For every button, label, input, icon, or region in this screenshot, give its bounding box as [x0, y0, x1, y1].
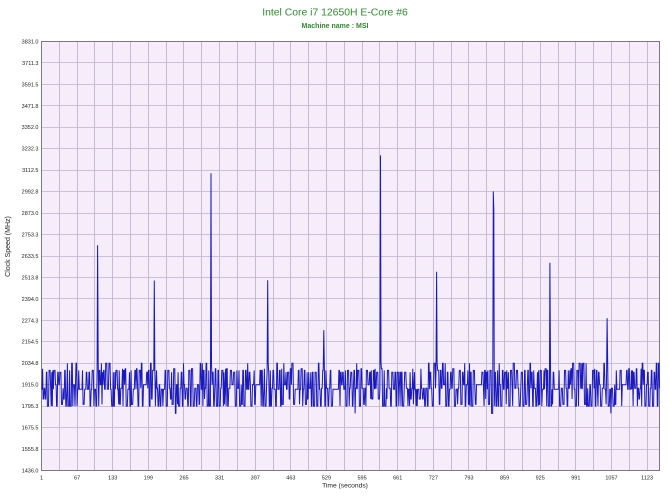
svg-text:1: 1: [40, 476, 43, 482]
svg-text:727: 727: [429, 476, 438, 482]
svg-text:2034.8: 2034.8: [22, 361, 39, 367]
svg-text:991: 991: [571, 476, 580, 482]
svg-text:133: 133: [108, 476, 117, 482]
svg-text:331: 331: [215, 476, 224, 482]
svg-text:1675.5: 1675.5: [22, 426, 39, 432]
svg-text:2753.3: 2753.3: [22, 232, 39, 238]
svg-text:1123: 1123: [641, 476, 653, 482]
svg-text:2873.0: 2873.0: [22, 211, 39, 217]
svg-text:3232.3: 3232.3: [22, 147, 39, 153]
svg-text:1555.8: 1555.8: [22, 447, 39, 453]
svg-text:1057: 1057: [605, 476, 617, 482]
svg-text:3591.5: 3591.5: [22, 82, 39, 88]
svg-text:Intel Core i7 12650H E-Core #6: Intel Core i7 12650H E-Core #6: [262, 8, 408, 19]
svg-text:67: 67: [74, 476, 80, 482]
svg-text:2992.8: 2992.8: [22, 190, 39, 196]
svg-text:3471.8: 3471.8: [22, 104, 39, 110]
svg-text:2633.5: 2633.5: [22, 254, 39, 260]
svg-text:661: 661: [393, 476, 402, 482]
svg-text:859: 859: [500, 476, 509, 482]
svg-text:595: 595: [358, 476, 367, 482]
svg-text:925: 925: [536, 476, 545, 482]
svg-text:793: 793: [464, 476, 473, 482]
svg-text:Machine name : MSI: Machine name : MSI: [302, 23, 369, 30]
svg-text:Time (seconds): Time (seconds): [322, 483, 368, 490]
svg-text:3831.0: 3831.0: [22, 39, 39, 45]
svg-text:1795.3: 1795.3: [22, 404, 39, 410]
svg-text:2394.0: 2394.0: [22, 297, 39, 303]
svg-text:2274.3: 2274.3: [22, 318, 39, 324]
svg-text:3112.5: 3112.5: [22, 168, 38, 174]
svg-text:1915.0: 1915.0: [22, 383, 39, 389]
svg-text:2513.8: 2513.8: [22, 275, 39, 281]
svg-text:199: 199: [144, 476, 153, 482]
svg-text:3352.0: 3352.0: [22, 125, 39, 131]
svg-text:2154.5: 2154.5: [22, 340, 39, 346]
svg-text:1436.0: 1436.0: [22, 468, 39, 474]
svg-text:Clock Speed (MHz): Clock Speed (MHz): [5, 216, 12, 277]
svg-text:463: 463: [286, 476, 295, 482]
svg-text:3711.3: 3711.3: [22, 61, 38, 67]
svg-text:529: 529: [322, 476, 331, 482]
svg-text:397: 397: [251, 476, 260, 482]
svg-text:265: 265: [179, 476, 188, 482]
